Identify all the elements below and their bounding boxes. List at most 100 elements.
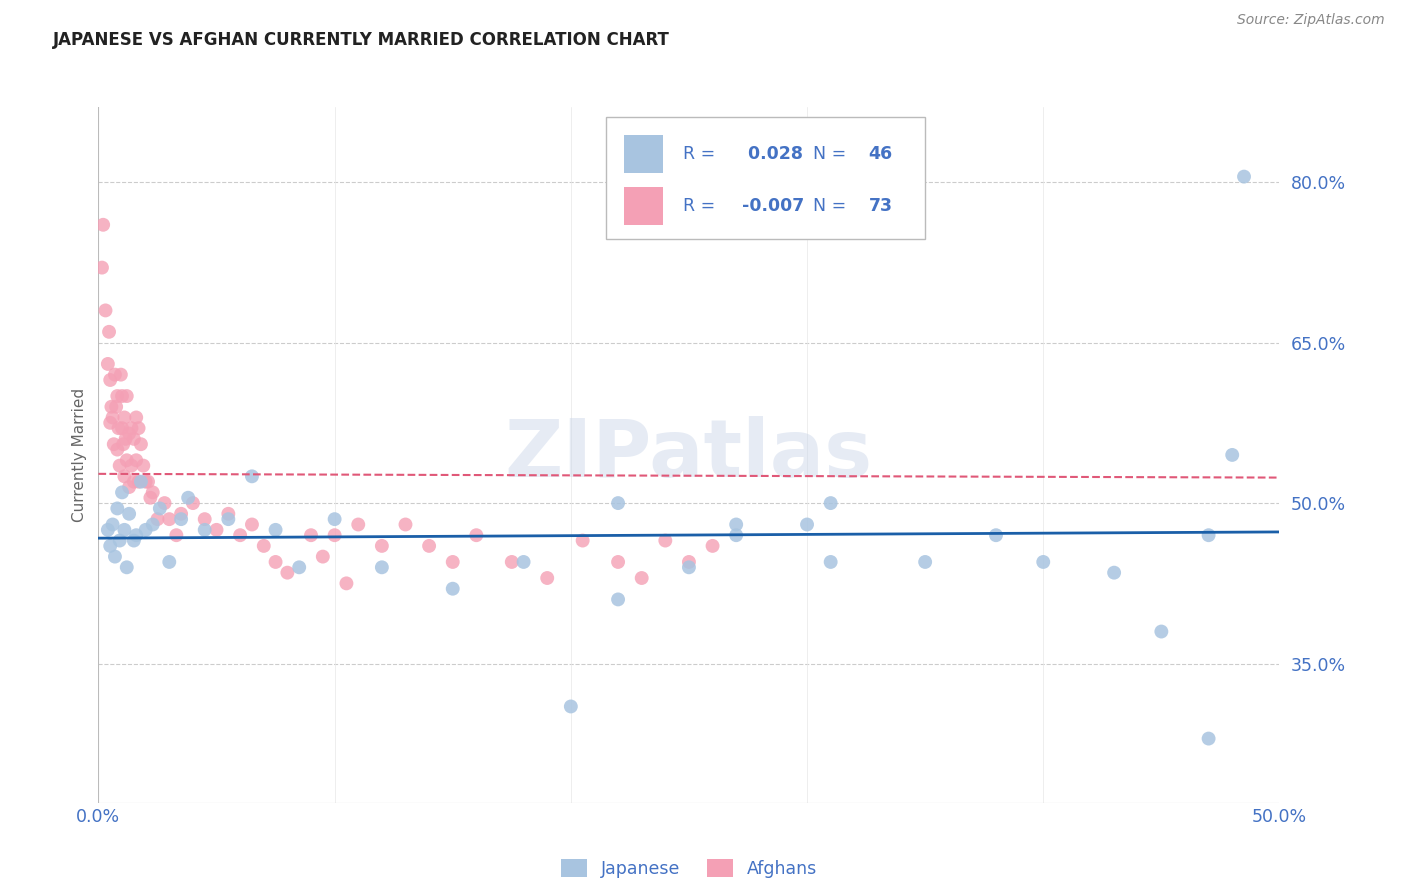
Point [112,410,135,425]
Point [323,512,346,526]
Point [153,496,176,510]
Text: -0.007: -0.007 [742,197,804,215]
Point [654,533,676,548]
Text: R =: R = [683,197,716,215]
Point [678,560,700,574]
Point [1150,624,1173,639]
Point [100,400,122,414]
Point [465,528,488,542]
Point [441,582,464,596]
Point [104,549,127,564]
Point [139,491,162,505]
Point [560,699,582,714]
Point [165,528,187,542]
Point [194,512,217,526]
Point [725,528,748,542]
Legend: Japanese, Afghans: Japanese, Afghans [554,852,824,885]
Point [105,400,128,414]
Point [240,517,263,532]
Point [170,507,193,521]
Point [177,491,200,505]
Point [205,523,228,537]
Text: ZIPatlas: ZIPatlas [505,416,873,494]
Point [105,501,128,516]
Point [112,523,135,537]
Point [512,555,534,569]
Point [288,560,311,574]
Text: 0.028: 0.028 [742,145,803,162]
Point [820,555,842,569]
Point [820,496,842,510]
Point [110,368,132,382]
Point [264,523,287,537]
Point [135,475,157,489]
Point [371,539,394,553]
Point [115,560,138,574]
Point [157,512,180,526]
Bar [624,187,664,226]
Point [125,410,148,425]
Text: N =: N = [813,197,846,215]
Point [501,555,523,569]
Point [418,539,440,553]
Point [108,533,131,548]
Point [181,496,204,510]
Text: N =: N = [813,145,846,162]
Point [229,528,252,542]
Point [135,523,157,537]
Point [984,528,1007,542]
Point [97,523,120,537]
Point [105,442,128,457]
Text: R =: R = [683,145,716,162]
Bar [606,118,925,239]
Point [103,437,125,451]
Point [1102,566,1125,580]
Y-axis label: Currently Married: Currently Married [72,388,87,522]
Point [122,475,145,489]
Text: 73: 73 [869,197,893,215]
Point [121,458,143,473]
Point [129,475,152,489]
Point [91,218,114,232]
Point [98,373,121,387]
Point [111,389,134,403]
Point [98,416,121,430]
Point [1198,528,1220,542]
Text: 46: 46 [869,145,893,162]
Point [264,555,287,569]
Point [312,549,335,564]
Point [111,421,134,435]
Point [607,555,630,569]
Point [1198,731,1220,746]
Point [725,517,748,532]
Point [128,475,150,489]
Point [146,512,169,526]
Point [94,303,117,318]
Point [170,512,193,526]
Point [118,507,141,521]
Text: JAPANESE VS AFGHAN CURRENTLY MARRIED CORRELATION CHART: JAPANESE VS AFGHAN CURRENTLY MARRIED COR… [53,31,671,49]
Point [122,432,145,446]
Point [111,485,134,500]
Point [194,523,217,537]
Point [132,458,155,473]
Point [607,592,630,607]
Point [115,389,138,403]
Point [1220,448,1243,462]
Point [394,517,416,532]
Point [441,555,464,569]
Point [678,555,700,569]
Point [142,485,165,500]
Point [157,555,180,569]
Point [217,512,239,526]
Point [115,453,138,467]
Point [702,539,724,553]
Text: Source: ZipAtlas.com: Source: ZipAtlas.com [1237,13,1385,28]
Point [1233,169,1256,184]
Point [125,453,148,467]
Point [571,533,593,548]
Point [136,475,159,489]
Point [97,357,120,371]
Point [796,517,818,532]
Point [101,517,124,532]
